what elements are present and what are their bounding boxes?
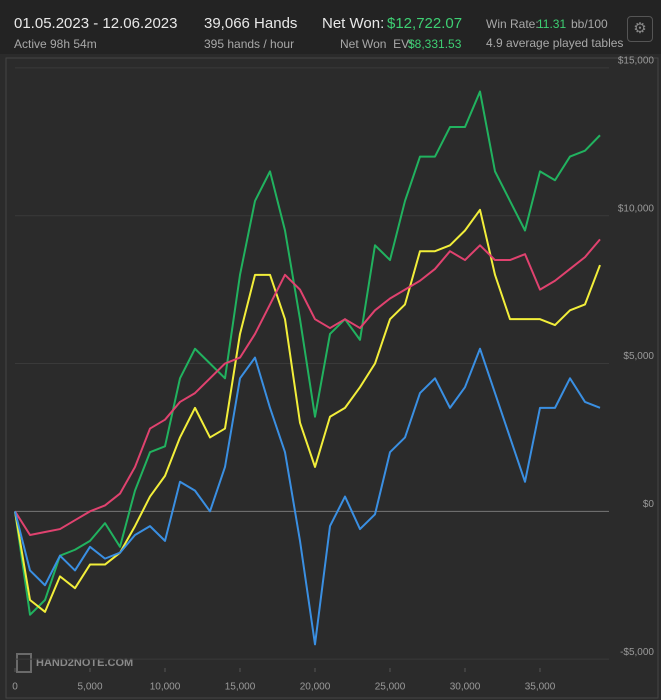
x-tick-label: 0 xyxy=(12,682,18,693)
win-rate-label: Win Rate: xyxy=(486,17,539,31)
chart-frame xyxy=(5,57,659,699)
series-line xyxy=(14,238,601,536)
tables: 4.9 average played tables xyxy=(486,36,624,50)
settings-button[interactable]: ⚙ xyxy=(627,16,653,42)
x-tick-label: 15,000 xyxy=(225,682,256,693)
y-tick-label: $15,000 xyxy=(618,56,655,67)
y-tick-label: $0 xyxy=(643,499,655,510)
series-line xyxy=(14,208,601,613)
y-tick-label: $10,000 xyxy=(618,203,655,214)
win-rate: 11.31 xyxy=(537,17,567,31)
net-won-ev: $8,331.53 xyxy=(408,37,462,51)
x-tick-label: 25,000 xyxy=(375,682,406,693)
x-tick-label: 10,000 xyxy=(150,682,181,693)
x-tick-label: 20,000 xyxy=(300,682,331,693)
x-tick-label: 5,000 xyxy=(77,682,102,693)
watermark: HAND2NOTE.COM xyxy=(36,657,133,669)
x-tick-label: 30,000 xyxy=(450,682,481,693)
series-line xyxy=(14,347,601,646)
hands: 39,066 Hands xyxy=(204,15,298,32)
net-won-label: Net Won: xyxy=(322,15,385,32)
y-tick-label: -$5,000 xyxy=(620,647,654,658)
net-won-ev-label: Net Won EV: xyxy=(340,37,413,51)
hands-per-hour: 395 hands / hour xyxy=(204,37,295,51)
win-rate-unit: bb/100 xyxy=(571,17,608,31)
date-range: 01.05.2023 - 12.06.2023 xyxy=(14,15,178,32)
net-won: $12,722.07 xyxy=(387,15,463,32)
y-tick-label: $5,000 xyxy=(623,351,654,362)
active-time: Active 98h 54m xyxy=(14,37,97,51)
series-line xyxy=(14,90,601,616)
x-tick-label: 35,000 xyxy=(525,682,556,693)
header-bar xyxy=(0,0,661,54)
logo xyxy=(16,653,32,673)
